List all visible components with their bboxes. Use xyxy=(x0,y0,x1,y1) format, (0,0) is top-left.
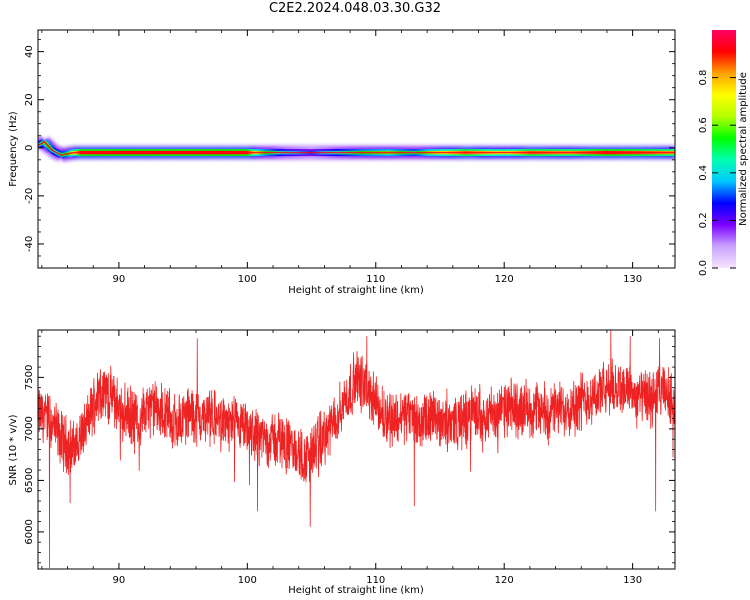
y-tick-label: 6500 xyxy=(24,468,35,493)
x-tick-label: 120 xyxy=(495,575,514,586)
colorbar-tick-label: 0.4 xyxy=(698,165,709,181)
snr-series-line xyxy=(38,330,675,568)
snr-y-axis-label: SNR (10 * v/v) xyxy=(8,414,19,485)
spectrogram-x-ticks: 90 100 110 120 130 xyxy=(41,30,659,285)
y-tick-label: 6000 xyxy=(24,519,35,544)
x-tick-label: 100 xyxy=(238,575,257,586)
y-tick-label: 7000 xyxy=(24,416,35,441)
figure-title: C2E2.2024.048.03.30.G32 xyxy=(268,1,442,16)
colorbar-gradient xyxy=(712,30,736,268)
spectrogram-y-axis-label: Frequency (Hz) xyxy=(8,111,19,187)
x-tick-label: 110 xyxy=(366,575,385,586)
x-tick-label: 130 xyxy=(623,274,642,285)
spectrogram-frame xyxy=(37,29,676,269)
y-tick-label: 0 xyxy=(24,145,35,151)
spectrogram-panel: 90 100 110 120 130 -40 -20 0 20 40 Height of str… xyxy=(8,29,676,296)
snr-y-ticks: 6000 6500 7000 7500 xyxy=(24,335,675,564)
y-tick-label: 20 xyxy=(24,93,35,106)
x-tick-label: 90 xyxy=(113,274,126,285)
y-tick-label: 40 xyxy=(24,45,35,58)
colorbar-tick-label: 0.2 xyxy=(698,212,709,228)
colorbar-tick-label: 0.0 xyxy=(698,260,709,276)
snr-x-ticks: 90 100 110 120 130 xyxy=(41,330,659,586)
y-tick-label: -40 xyxy=(24,236,35,252)
x-tick-label: 130 xyxy=(623,575,642,586)
spectrogram-heat-layer xyxy=(38,134,675,163)
spectrogram-y-ticks: -40 -20 0 20 40 xyxy=(24,39,675,269)
y-tick-label: -20 xyxy=(24,188,35,204)
spectrogram-peak-ridge xyxy=(38,140,675,156)
colorbar: 0.0 0.2 0.4 0.6 0.8 Normalized spectral ampl… xyxy=(698,30,749,276)
x-tick-label: 120 xyxy=(495,274,514,285)
snr-x-axis-label: Height of straight line (km) xyxy=(288,585,424,596)
snr-panel: 90 100 110 120 130 6000 6500 7000 7500 Height o… xyxy=(8,329,676,596)
y-tick-label: 7500 xyxy=(24,365,35,390)
colorbar-tick-label: 0.8 xyxy=(698,70,709,86)
x-tick-label: 100 xyxy=(238,274,257,285)
x-tick-label: 110 xyxy=(366,274,385,285)
colorbar-label: Normalized spectral amplitude xyxy=(738,72,749,226)
colorbar-tick-label: 0.6 xyxy=(698,117,709,133)
x-tick-label: 90 xyxy=(113,575,126,586)
spectrogram-x-axis-label: Height of straight line (km) xyxy=(288,285,424,296)
colorbar-ticks: 0.0 0.2 0.4 0.6 0.8 xyxy=(698,70,736,276)
